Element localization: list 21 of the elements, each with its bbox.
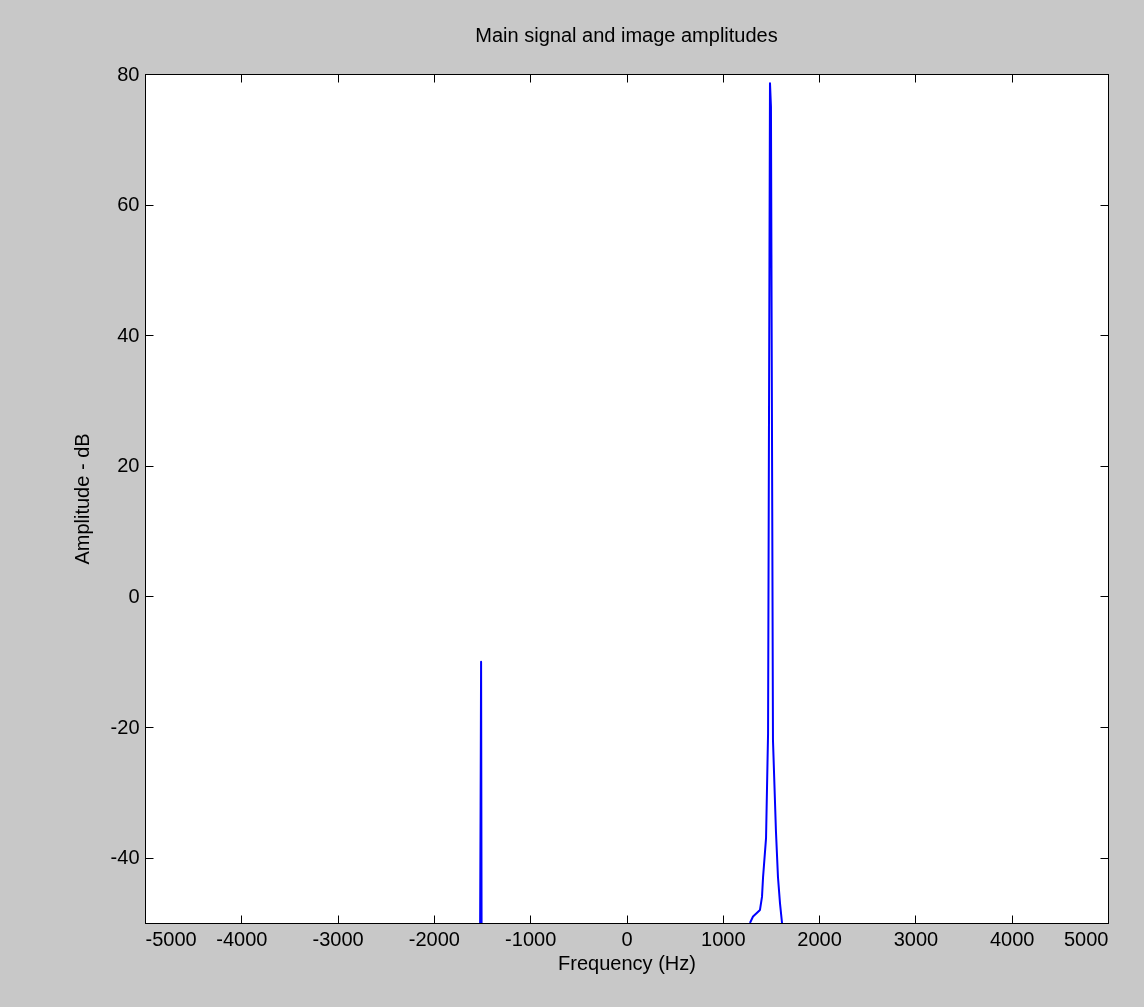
x-tick-label: -4000 <box>216 927 268 950</box>
chart-title: Main signal and image amplitudes <box>475 24 778 46</box>
x-tick-label: 3000 <box>893 927 939 950</box>
y-tick-label: 80 <box>117 62 140 85</box>
y-tick-label: -40 <box>110 846 140 869</box>
y-tick-label: 0 <box>128 584 140 607</box>
x-tick-label: -2000 <box>408 927 460 950</box>
y-tick-label: 60 <box>117 193 140 216</box>
x-tick-label: 1000 <box>701 927 746 950</box>
x-tick-label: 0 <box>621 927 633 950</box>
x-tick-label: -1000 <box>505 927 557 950</box>
x-tick-label: 5000 <box>1064 927 1109 950</box>
x-tick-label: -5000 <box>145 927 197 950</box>
x-tick-label: -3000 <box>312 927 364 950</box>
x-tick-label: 4000 <box>989 927 1035 950</box>
y-tick-label: 40 <box>117 323 140 346</box>
x-axis-title: Frequency (Hz) <box>558 951 696 974</box>
y-axis-title: Amplitude - dB <box>70 433 93 565</box>
y-tick-label: 20 <box>117 454 140 477</box>
y-tick-label: -20 <box>110 715 140 738</box>
x-tick-label: 2000 <box>797 927 842 950</box>
